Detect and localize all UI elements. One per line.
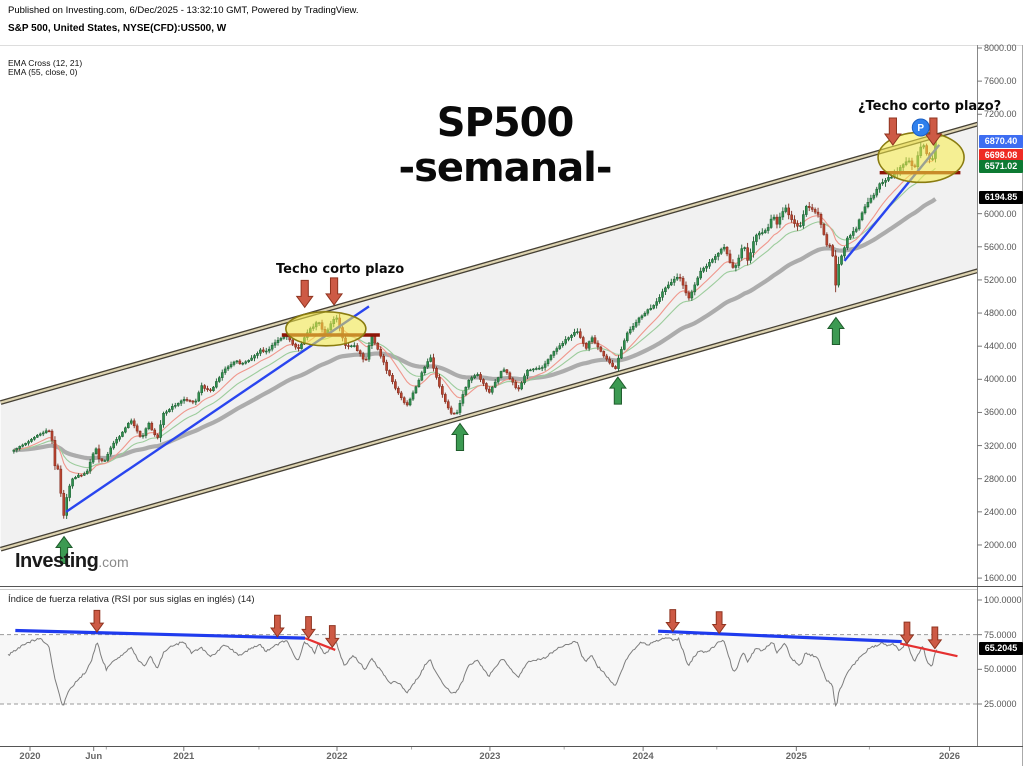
price-axis-tick: 7200.00 xyxy=(984,109,1017,120)
time-axis-label: 2025 xyxy=(785,751,807,762)
price-axis-tick: 6000.00 xyxy=(984,208,1017,219)
price-axis-tick: 2000.00 xyxy=(984,539,1017,550)
price-axis-tick: 3600.00 xyxy=(984,407,1017,418)
indicator-ema-cross-label: EMA Cross (12, 21) xyxy=(8,58,83,68)
symbol-line: S&P 500, United States, NYSE(CFD):US500,… xyxy=(8,23,227,34)
price-axis-tick: 2800.00 xyxy=(984,473,1017,484)
price-axis-tick: 2400.00 xyxy=(984,506,1017,517)
chart-title-line2: -semanal- xyxy=(398,145,613,191)
time-axis-label: 2024 xyxy=(632,751,654,762)
rsi-axis-tick: 100.0000 xyxy=(984,595,1022,605)
price-value-label: 6870.40 xyxy=(979,135,1023,149)
rsi-axis-tick: 50.0000 xyxy=(984,664,1017,675)
rsi-axis-tick: 75.0000 xyxy=(984,629,1017,640)
price-value-label: 6194.85 xyxy=(979,191,1023,205)
price-axis-tick: 3200.00 xyxy=(984,440,1017,451)
price-axis-tick: 4800.00 xyxy=(984,308,1017,319)
published-line: Published on Investing.com, 6/Dec/2025 -… xyxy=(8,5,359,16)
price-axis-tick: 5600.00 xyxy=(984,241,1017,252)
investing-watermark-bold: Investing xyxy=(15,550,99,572)
price-axis-tick: 4400.00 xyxy=(984,341,1017,352)
time-axis-label: 2020 xyxy=(19,751,41,762)
time-axis-label: 2022 xyxy=(326,751,348,762)
price-value-label: 6571.02 xyxy=(979,159,1023,173)
rsi-value-label: 65.2045 xyxy=(979,641,1023,655)
time-axis-label: 2026 xyxy=(938,751,961,762)
investing-watermark: Investing.com xyxy=(15,550,129,573)
price-axis-tick: 8000.00 xyxy=(984,43,1017,53)
price-value-label: 6698.08 xyxy=(979,149,1023,163)
annotation-short-term-top-question: ¿Techo corto plazo? xyxy=(858,99,1002,114)
price-axis-tick: 1600.00 xyxy=(984,573,1017,584)
time-axis-label: Jun xyxy=(85,751,103,762)
annotation-short-term-top: Techo corto plazo xyxy=(276,262,405,277)
chart-title: SP500 -semanal- xyxy=(295,101,715,191)
time-axis-label: 2021 xyxy=(173,751,195,762)
time-axis-label: 2023 xyxy=(479,751,501,762)
indicator-ema55-label: EMA (55, close, 0) xyxy=(8,67,78,77)
rsi-axis-tick: 25.0000 xyxy=(984,699,1017,709)
investing-watermark-suffix: .com xyxy=(98,554,129,570)
chart-title-line1: SP500 xyxy=(436,100,575,146)
price-axis-tick: 7600.00 xyxy=(984,76,1017,87)
p-pin-badge: P xyxy=(917,123,924,134)
price-axis-tick: 4000.00 xyxy=(984,374,1017,385)
price-axis-tick: 5200.00 xyxy=(984,274,1017,285)
rsi-indicator-label: Índice de fuerza relativa (RSI por sus s… xyxy=(8,594,255,605)
